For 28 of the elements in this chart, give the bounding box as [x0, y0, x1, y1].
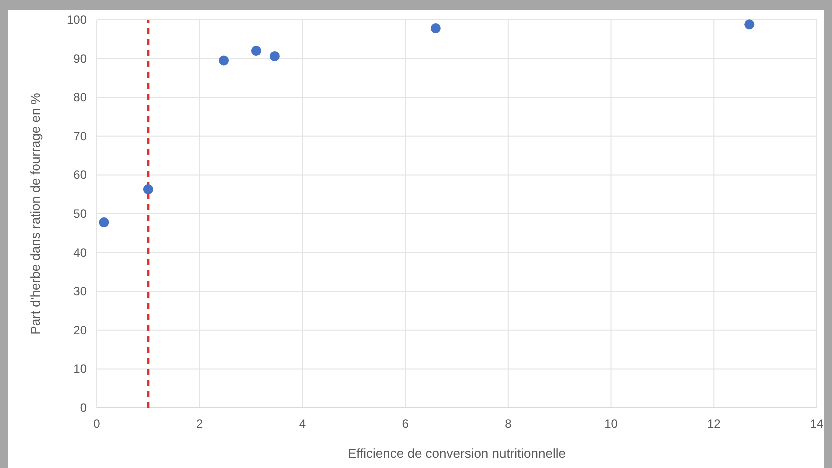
x-tick-label: 8 [505, 417, 512, 431]
x-tick-label: 10 [604, 417, 618, 431]
x-tick-label: 6 [402, 417, 410, 431]
y-tick-label: 40 [74, 246, 88, 260]
x-tick-label: 14 [810, 417, 824, 431]
x-axis-title: Efficience de conversion nutritionnelle [348, 446, 566, 461]
y-tick-label: 100 [66, 13, 88, 27]
point [99, 218, 110, 228]
y-axis-title: Part d'herbe dans ration de fourrage en % [28, 92, 43, 335]
point [430, 24, 441, 34]
point [219, 56, 230, 66]
y-tick-label: 30 [74, 284, 88, 299]
x-tick-label: 12 [707, 417, 722, 431]
y-tick-label: 10 [74, 362, 88, 376]
y-tick-label: 50 [74, 207, 88, 221]
point [270, 51, 280, 62]
x-tick-label: 0 [94, 417, 101, 431]
y-tick-label: 0 [80, 401, 88, 415]
y-tick-label: 20 [74, 323, 88, 338]
x-tick-label: 4 [299, 417, 306, 431]
y-tick-label: 80 [74, 90, 88, 105]
y-tick-label: 60 [74, 168, 88, 182]
point [744, 20, 755, 30]
point [251, 46, 262, 56]
y-tick-label: 90 [74, 52, 88, 66]
point [143, 184, 154, 195]
x-tick-label: 2 [196, 417, 204, 431]
y-tick-label: 70 [74, 129, 88, 144]
